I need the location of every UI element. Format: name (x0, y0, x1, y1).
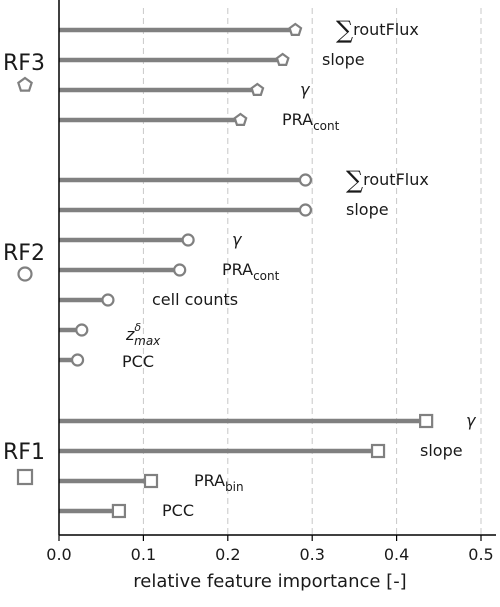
group-marker-rf1 (16, 468, 34, 486)
feature-label: cell counts (152, 290, 238, 309)
point-rf2-0 (298, 173, 313, 187)
x-tick-label: 0.1 (131, 545, 156, 564)
bars-layer: ∑routFluxslopeγPRAcont∑routFluxslopeγPRA… (59, 16, 477, 520)
feature-label: zδ max (125, 321, 161, 348)
group-label-rf1: RF1 (3, 440, 45, 465)
group-marker-rf2 (17, 266, 33, 282)
x-tick-label: 0.2 (215, 545, 240, 564)
x-tick-label: 0.4 (384, 545, 409, 564)
axes: 0.0 0.1 0.2 0.3 0.4 0.5 (46, 0, 496, 564)
point-rf2-5 (75, 323, 89, 337)
feature-label: PCC (122, 352, 154, 371)
point-rf1-1 (370, 443, 386, 459)
group-marker-rf3 (17, 76, 33, 92)
x-axis-label: relative feature importance [-] (133, 571, 406, 592)
feature-label: PCC (162, 501, 194, 520)
group-rf2: ∑routFlux slope γ PRAcont cell counts zδ max PC… (59, 166, 429, 371)
point-rf3-2 (250, 82, 265, 96)
group-label-rf3: RF3 (3, 51, 45, 76)
x-tick-label: 0.3 (299, 545, 324, 564)
point-rf1-3 (111, 503, 127, 519)
point-rf3-1 (275, 52, 290, 66)
point-rf2-1 (298, 203, 313, 217)
feature-label: slope (322, 50, 365, 69)
x-tick-label: 0.0 (46, 545, 71, 564)
point-rf2-6 (70, 353, 85, 367)
point-rf2-3 (173, 263, 187, 277)
point-rf2-4 (101, 293, 115, 307)
feature-label: PRAbin (194, 471, 244, 494)
feature-label: slope (420, 441, 463, 460)
group-labels: RF3 RF2 RF1 (3, 51, 45, 486)
x-tick-label: 0.5 (468, 545, 493, 564)
point-rf3-0 (288, 22, 303, 36)
point-rf3-3 (233, 112, 248, 126)
feature-label: γ (300, 80, 311, 99)
point-rf1-2 (143, 473, 159, 489)
feature-label: ∑routFlux (346, 166, 429, 194)
feature-label: γ (466, 411, 477, 430)
point-rf2-2 (181, 233, 195, 247)
feature-label: PRAcont (222, 260, 280, 283)
feature-label: PRAcont (282, 110, 340, 133)
feature-label: slope (346, 200, 389, 219)
feature-label: ∑routFlux (336, 16, 419, 44)
feature-label: γ (232, 230, 243, 249)
group-label-rf2: RF2 (3, 241, 45, 266)
point-rf1-0 (419, 413, 434, 429)
